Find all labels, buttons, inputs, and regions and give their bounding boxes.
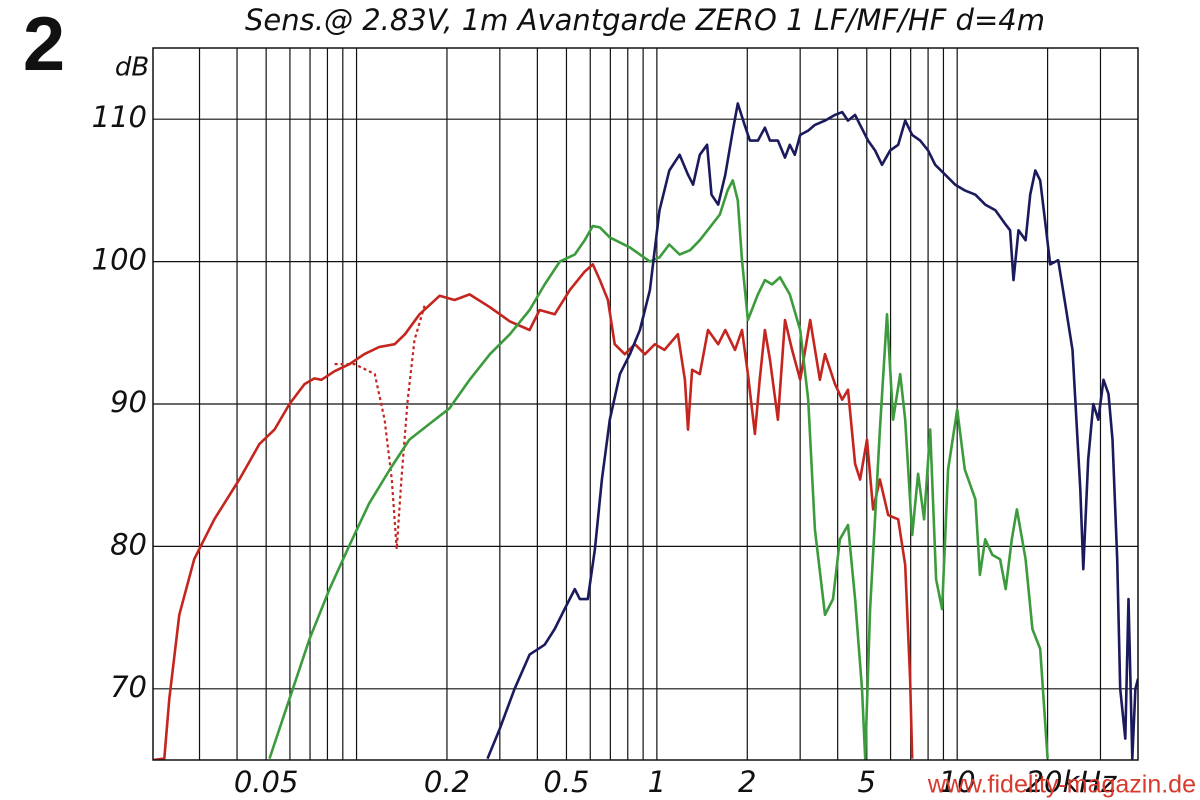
grid [153,48,1138,760]
y-tick-label: 70 [110,670,147,704]
x-tick-label: 5 [858,765,876,799]
x-tick-label: 0.2 [424,765,470,799]
y-tick-label: 90 [110,385,147,419]
plot-frame [152,47,1139,761]
tick-labels: 70 80 90 100 110 0.05 0.2 0.5 1 2 5 10 20kHz [92,100,1117,799]
y-tick-label: 100 [92,243,147,277]
figure-number: 2 [23,2,65,87]
x-tick-label: 2 [738,765,756,799]
x-tick-label: 10 [939,765,976,799]
series-line [268,179,1049,760]
y-tick-label: 80 [110,527,147,561]
watermark: www.fidelity-magazin.de [927,771,1196,799]
y-tick-label: 110 [92,100,147,134]
x-tick-label: 0.05 [234,765,299,799]
series-line [153,263,914,760]
x-tick-label: 0.5 [543,765,589,799]
plot-lines [153,102,1138,760]
x-tick-label: 20kHz [1026,765,1118,799]
x-tick-label: 1 [648,765,666,799]
series-line [486,102,1138,760]
chart-title: Sens.@ 2.83V, 1m Avantgarde ZERO 1 LF/MF… [245,3,1045,37]
series-line [334,303,427,551]
y-axis-label: dB [115,53,149,83]
